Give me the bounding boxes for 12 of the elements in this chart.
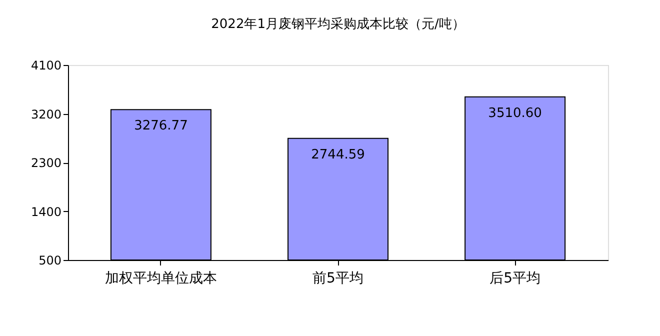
y-tick-label: 4100 xyxy=(30,58,62,72)
x-tick-label: 后5平均 xyxy=(490,270,541,286)
y-tick-label: 3200 xyxy=(30,107,62,122)
y-tick-label: 2300 xyxy=(30,156,62,170)
data-label: 3276.77 xyxy=(134,118,188,134)
chart-title: 2022年1月废钢平均采购成本比较（元/吨） xyxy=(211,17,465,32)
y-tick-label: 1400 xyxy=(30,204,62,219)
data-label: 3510.60 xyxy=(488,106,542,121)
data-label: 2744.59 xyxy=(311,147,365,162)
x-tick-label: 前5平均 xyxy=(312,270,364,286)
x-tick-label: 加权平均单位成本 xyxy=(104,270,217,286)
y-tick-label: 500 xyxy=(38,254,62,268)
